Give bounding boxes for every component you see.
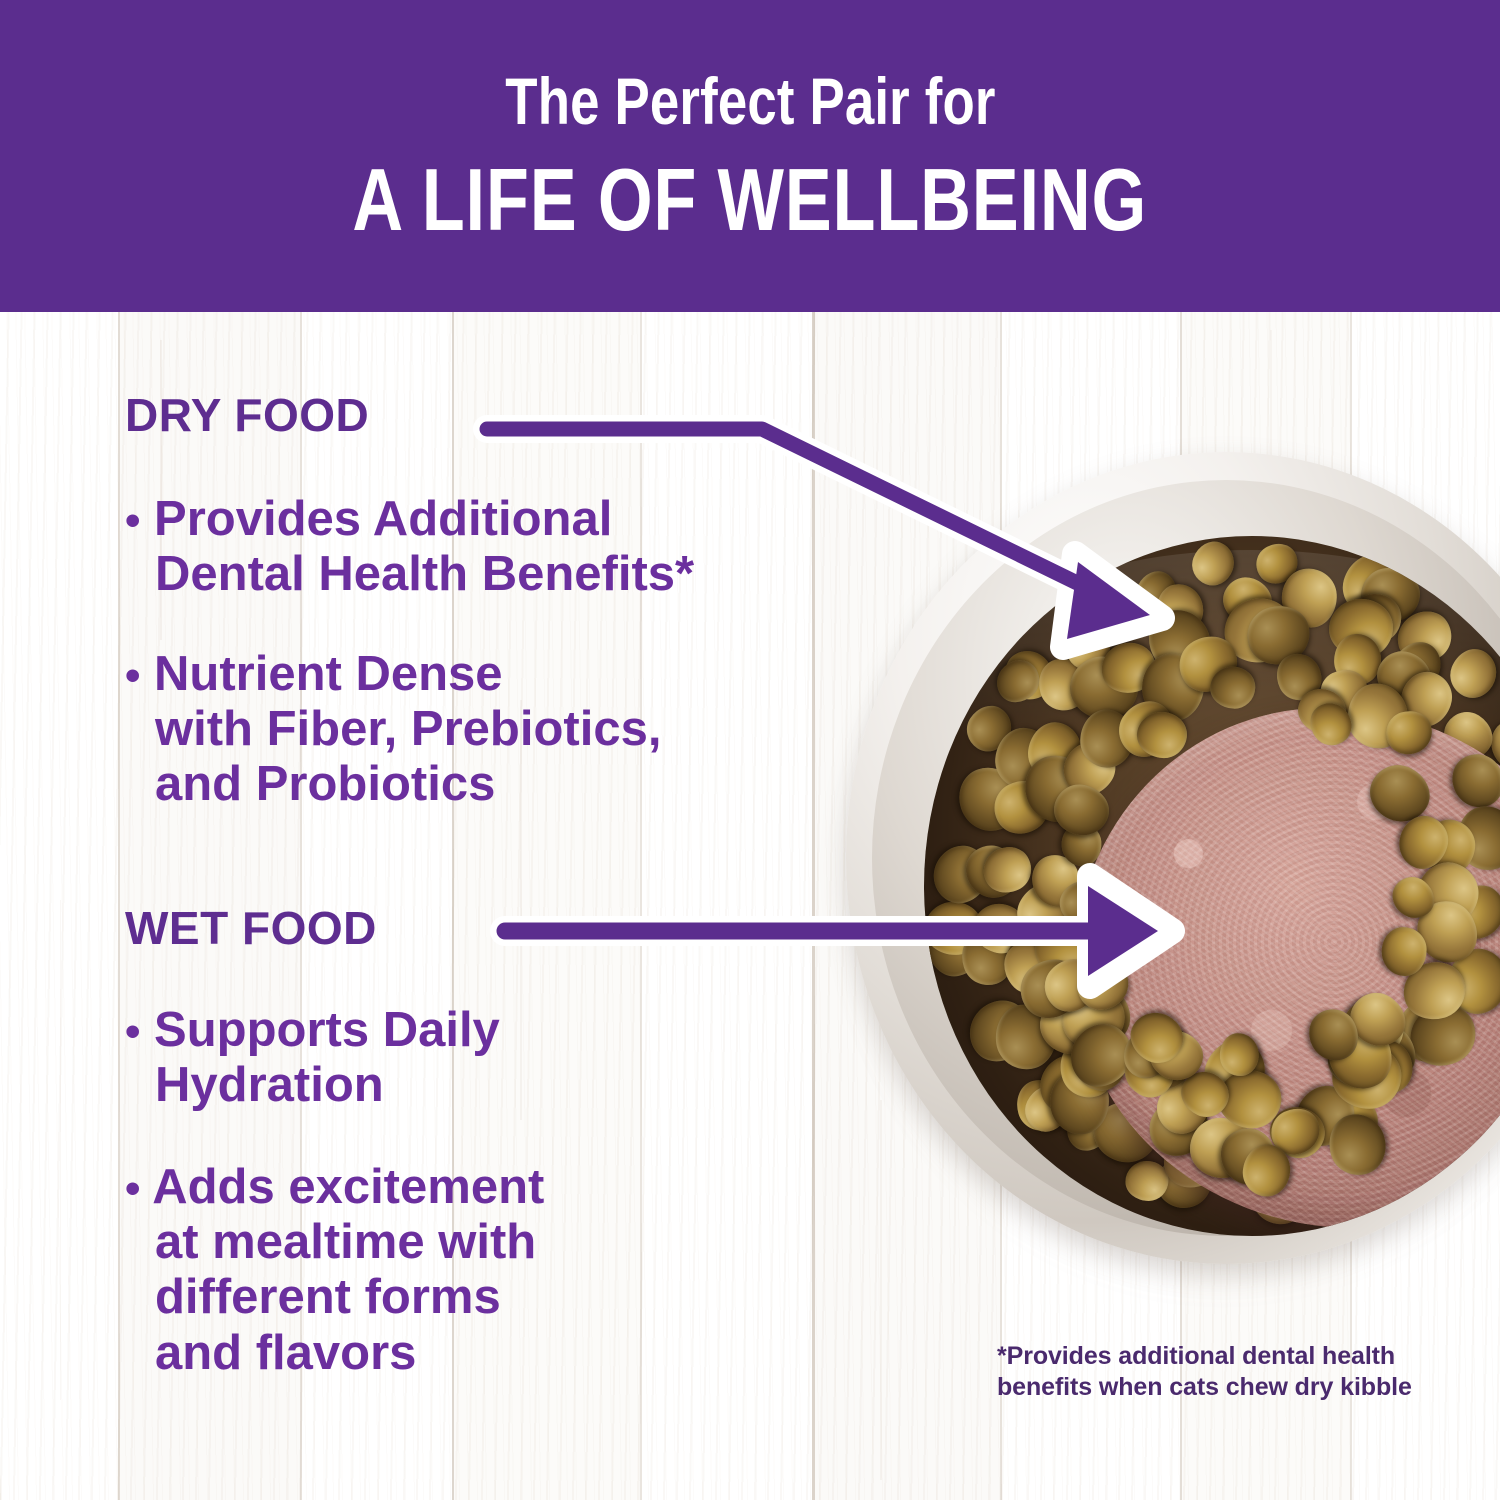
benefits-column: DRY FOOD • Provides Additional Dental He… [125, 392, 825, 1381]
bullet-line: Supports Daily [154, 1002, 500, 1057]
bullet-line: different forms [155, 1270, 501, 1325]
header-band: The Perfect Pair for A LIFE OF WELLBEING [0, 0, 1500, 312]
bullet-marker: • [125, 650, 141, 700]
kibble-piece [1124, 1160, 1169, 1201]
section-heading-dry-food: DRY FOOD [125, 389, 370, 441]
bullet-line: and flavors [155, 1325, 417, 1380]
footnote-line-2: benefits when cats chew dry kibble [997, 1372, 1412, 1401]
list-item: • Provides Additional Dental Health Bene… [125, 492, 825, 603]
bullet-marker: • [125, 496, 141, 545]
section-heading-wet-food: WET FOOD [125, 901, 377, 954]
list-item: • Supports Daily Hydration [125, 1003, 825, 1114]
kibble-piece [1381, 926, 1428, 976]
bullet-line: Nutrient Dense [154, 646, 503, 701]
footnote-line-1: *Provides additional dental health [997, 1342, 1396, 1370]
bullet-marker: • [125, 1006, 141, 1056]
dry-food-bullet-list: • Provides Additional Dental Health Bene… [125, 492, 825, 813]
bowl-inner-rim [872, 480, 1500, 1236]
kibble-piece [1208, 665, 1256, 709]
bullet-line: Hydration [155, 1058, 384, 1113]
bowl-cavity [924, 536, 1500, 1236]
list-item: • Adds excitement at mealtime with diffe… [125, 1160, 825, 1381]
bullet-line: Dental Health Benefits* [155, 547, 695, 602]
header-line-2: A LIFE OF WELLBEING [352, 150, 1148, 249]
bullet-line: at mealtime with [155, 1214, 537, 1269]
bullet-line: Provides Additional [154, 492, 613, 546]
bullet-line: with Fiber, Prebiotics, [155, 702, 662, 757]
food-bowl-photo [846, 452, 1500, 1312]
list-item: • Nutrient Dense with Fiber, Prebiotics,… [125, 647, 825, 813]
bowl-outer-rim [846, 452, 1500, 1264]
bullet-marker: • [125, 1163, 141, 1213]
bullet-line: Adds excitement [152, 1159, 545, 1214]
bullet-line: and Probiotics [155, 757, 496, 812]
header-line-1: The Perfect Pair for [504, 64, 996, 138]
wet-food-bullet-list: • Supports Daily Hydration • Adds excite… [125, 1003, 825, 1381]
footnote-disclaimer: *Provides additional dental health benef… [997, 1341, 1427, 1402]
